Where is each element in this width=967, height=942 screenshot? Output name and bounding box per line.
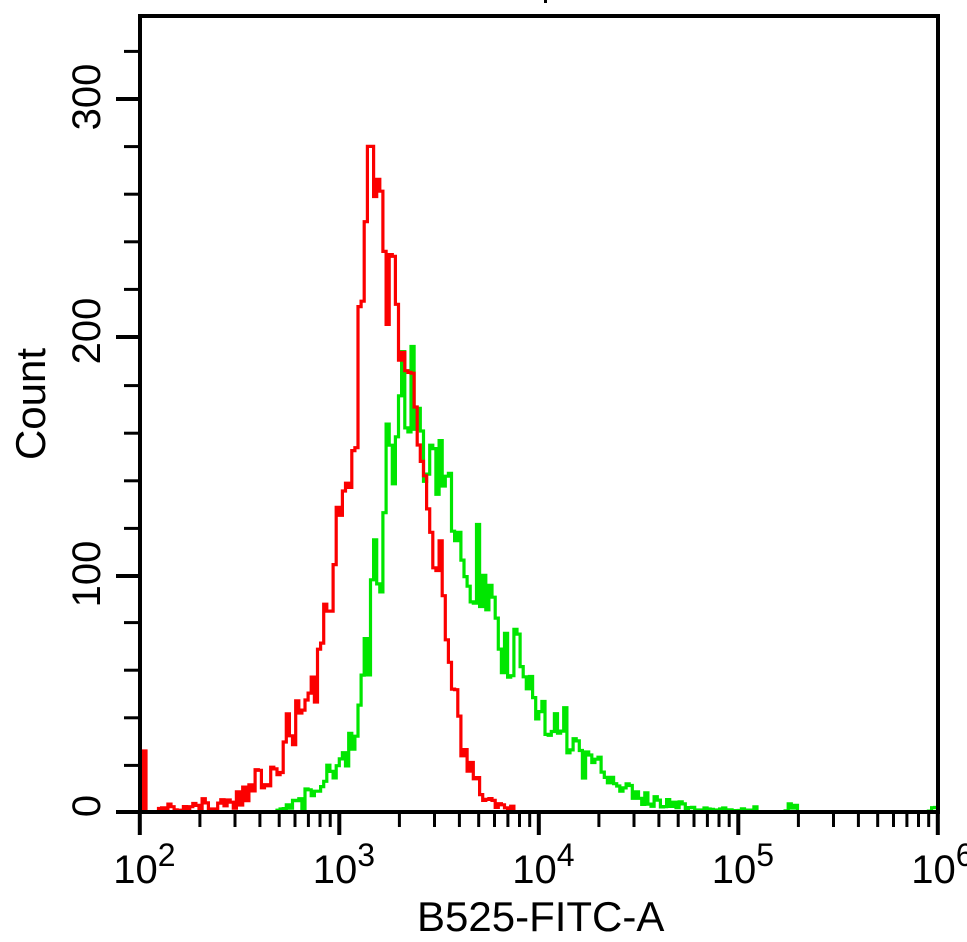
svg-text:Count: Count [7, 348, 54, 460]
svg-text:200: 200 [65, 298, 109, 365]
svg-text:B525-FITC-A: B525-FITC-A [417, 893, 664, 940]
svg-text:100: 100 [65, 541, 109, 608]
svg-text:0: 0 [65, 795, 109, 817]
svg-text:300: 300 [65, 64, 109, 131]
